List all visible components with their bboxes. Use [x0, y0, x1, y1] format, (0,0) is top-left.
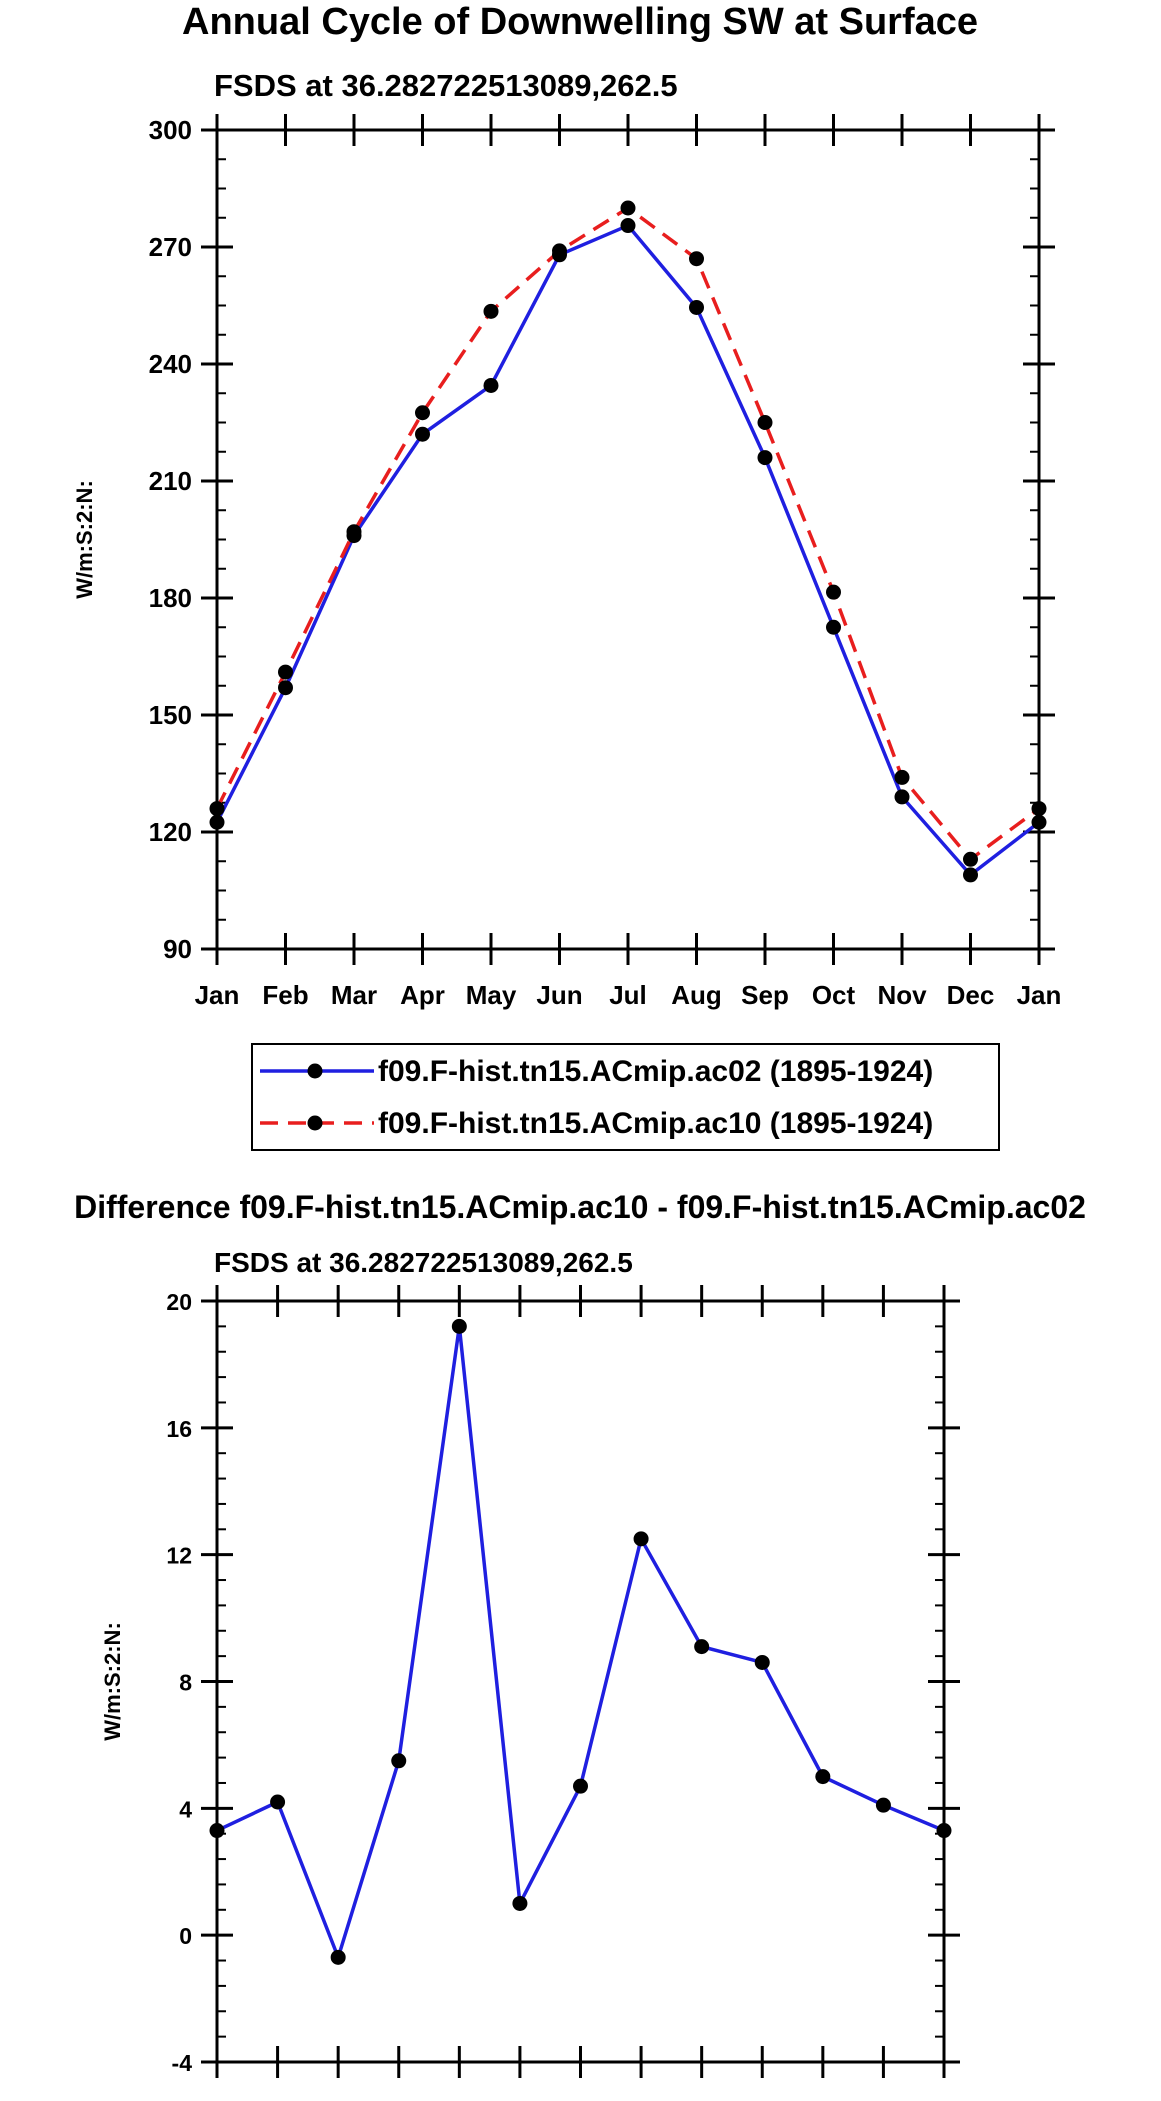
- data-point-s0: [451, 1318, 467, 1334]
- data-point-s1: [689, 251, 704, 267]
- y-tick-label: 0: [179, 1923, 192, 1949]
- y-tick-label: 16: [166, 1416, 192, 1442]
- series-line-1: [215, 206, 1041, 862]
- y-tick-label: 270: [149, 232, 192, 262]
- data-point-s1: [552, 243, 567, 259]
- y-tick-label: 240: [149, 349, 192, 379]
- legend-label-0: f09.F-hist.tn15.ACmip.ac02 (1895-1924): [378, 1055, 933, 1088]
- data-point-s1: [620, 200, 636, 216]
- data-point-s0: [270, 1794, 286, 1810]
- data-point-s0: [754, 1654, 770, 1670]
- chart-subtitle: FSDS at 36.282722513089,262.5: [214, 68, 678, 103]
- data-point-s1: [757, 415, 773, 430]
- series-line-0: [216, 1324, 945, 1960]
- data-point-s0: [963, 867, 978, 883]
- data-point-s0: [209, 1823, 225, 1839]
- data-point-s0: [620, 218, 636, 234]
- data-point-s1: [278, 664, 293, 680]
- data-point-s0: [689, 299, 704, 315]
- data-point-s0: [573, 1778, 588, 1794]
- data-point-s0: [694, 1639, 710, 1655]
- legend-label-1: f09.F-hist.tn15.ACmip.ac10 (1895-1924): [378, 1107, 933, 1140]
- x-tick-label: Jun: [536, 980, 582, 1010]
- y-tick-label: -4: [172, 2050, 193, 2076]
- data-point-s0: [483, 377, 499, 393]
- y-tick-label: 8: [179, 1670, 192, 1696]
- data-point-s1: [894, 769, 910, 785]
- data-point-s1: [483, 303, 499, 319]
- y-tick-label: 90: [163, 934, 192, 964]
- data-point-s1: [1031, 801, 1047, 817]
- data-point-s1: [963, 851, 978, 867]
- data-point-s0: [512, 1895, 528, 1911]
- x-tick-label: Mar: [331, 980, 377, 1010]
- series-line-0: [215, 223, 1041, 877]
- chart-title: Difference f09.F-hist.tn15.ACmip.ac10 - …: [74, 1189, 1086, 1225]
- data-point-s0: [936, 1823, 952, 1839]
- chart-annual-cycle: Annual Cycle of Downwelling SW at Surfac…: [72, 1, 1061, 1010]
- data-point-s1: [209, 801, 225, 817]
- y-axis-label: W/m:S:2:N:: [72, 480, 97, 599]
- y-tick-label: 210: [149, 466, 192, 496]
- x-tick-label: Feb: [262, 980, 308, 1010]
- y-axis-label: W/m:S:2:N:: [100, 1622, 125, 1741]
- x-tick-label: Dec: [947, 980, 995, 1010]
- data-point-s1: [415, 405, 430, 421]
- x-tick-label: Sep: [741, 980, 789, 1010]
- x-tick-label: Apr: [400, 980, 445, 1010]
- y-tick-label: 12: [166, 1543, 192, 1569]
- legend-marker-0: [307, 1063, 323, 1079]
- data-point-s0: [826, 619, 841, 635]
- legend-marker-1: [307, 1115, 323, 1131]
- data-point-s0: [757, 450, 773, 466]
- y-tick-label: 180: [149, 583, 192, 613]
- x-tick-label: Aug: [671, 980, 722, 1010]
- x-tick-label: Jan: [1017, 980, 1062, 1010]
- data-point-s0: [1031, 814, 1047, 830]
- y-tick-label: 20: [166, 1289, 192, 1315]
- data-point-s0: [278, 680, 293, 696]
- y-tick-label: 150: [149, 700, 192, 730]
- data-point-s0: [633, 1531, 649, 1547]
- x-tick-label: May: [466, 980, 517, 1010]
- x-tick-label: Oct: [812, 980, 856, 1010]
- chart-subtitle: FSDS at 36.282722513089,262.5: [214, 1247, 633, 1278]
- data-point-s0: [330, 1949, 346, 1965]
- data-point-s0: [415, 426, 430, 442]
- chart-difference: Difference f09.F-hist.tn15.ACmip.ac10 - …: [74, 1189, 1086, 2101]
- data-point-s0: [391, 1753, 407, 1769]
- y-tick-label: 4: [179, 1796, 192, 1822]
- x-tick-label: Nov: [877, 980, 927, 1010]
- data-point-s0: [209, 814, 225, 830]
- data-point-s0: [894, 789, 910, 805]
- plot-frame: [215, 128, 1041, 951]
- data-point-s0: [815, 1769, 831, 1785]
- x-tick-label: Jan: [195, 980, 240, 1010]
- plot-frame: [215, 1299, 946, 2064]
- data-point-s0: [875, 1797, 891, 1813]
- legend-box: [251, 1043, 1000, 1151]
- x-tick-label: Jul: [609, 980, 647, 1010]
- y-tick-label: 300: [149, 115, 192, 145]
- data-point-s1: [346, 524, 362, 540]
- data-point-s1: [826, 584, 841, 600]
- y-tick-label: 120: [149, 817, 192, 847]
- legend: f09.F-hist.tn15.ACmip.ac02 (1895-1924) f0…: [251, 1043, 1000, 1151]
- chart-title: Annual Cycle of Downwelling SW at Surfac…: [182, 1, 978, 43]
